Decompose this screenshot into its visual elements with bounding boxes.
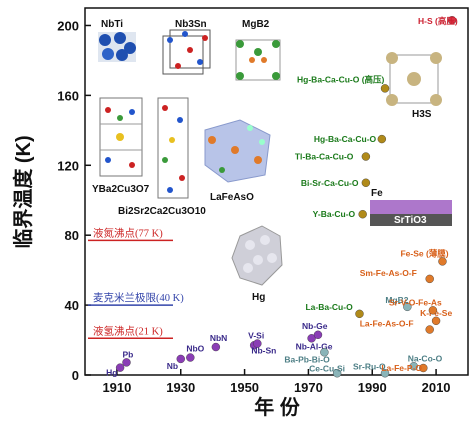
data-points: Hg Pb Nb NbO NbN V-Si Nb-Sn Nb-Al-Ge Nb-Ge Ba-Pb-… (106, 16, 458, 378)
x-tick-label: 2010 (422, 380, 451, 395)
y-tick-label: 120 (57, 158, 79, 173)
y-ticks: 0 40 80 120 160 200 (57, 18, 91, 383)
annotation-bscco: Bi2Sr2Ca2Cu3O10 (118, 206, 206, 217)
data-point-label: Nb-Sn (251, 346, 276, 356)
data-point-label: NbO (186, 344, 204, 354)
data-point (380, 84, 390, 93)
x-tick-label: 1910 (102, 380, 131, 395)
reference-lines: 液氮沸点(77 K) 麦克米兰极限(40 K) 液氢沸点(21 K) (88, 226, 184, 340)
data-point-label: Na-Co-O (408, 353, 443, 363)
data-point-label: Bi-Sr-Ca-Cu-O (301, 178, 359, 188)
data-point (361, 152, 371, 161)
annotation-h3s: H3S (412, 109, 432, 120)
data-point-label: K-Fe-Se (420, 308, 452, 318)
reference-line-label: 麦克米兰极限(40 K) (93, 291, 184, 304)
data-point-label: Tl-Ba-Ca-Cu-O (295, 152, 354, 162)
y-tick-label: 40 (65, 298, 79, 313)
x-tick-label: 1930 (166, 380, 195, 395)
data-point (186, 353, 195, 362)
structure-mgb2-illustration (235, 39, 281, 81)
annotation-hg: Hg (252, 292, 265, 303)
x-tick-label: 1990 (358, 380, 387, 395)
data-point-label: Hg (106, 368, 117, 378)
annotation-fe: Fe (371, 188, 383, 199)
annotation-mgb2: MgB2 (242, 19, 270, 30)
data-point-label: MgB2 (385, 295, 408, 305)
structure-bscco-illustration (157, 97, 189, 199)
data-point (377, 134, 387, 144)
data-point (355, 309, 364, 319)
structure-ybco-illustration (99, 97, 143, 177)
data-point-label: La-Fe-P-O (381, 363, 422, 373)
data-point-label: La-Ba-Cu-O (305, 302, 353, 312)
data-point (307, 334, 316, 343)
y-axis-label: 临界温度 (K) (11, 135, 35, 248)
data-point (358, 210, 367, 219)
data-point-label: Ba-Pb-Bi-O (284, 354, 330, 364)
annotation-nbti: NbTi (101, 19, 123, 30)
data-point-label: Nb-Al-Ge (296, 341, 333, 351)
x-axis-label: 年 份 (254, 395, 301, 419)
structure-h3s-illustration (386, 52, 442, 106)
data-point-label: Ce-Cu-Si (309, 363, 345, 373)
data-point (320, 348, 329, 357)
data-point (403, 302, 412, 312)
data-point (211, 342, 221, 352)
data-point-label: Hg-Ba-Ca-Cu-O (314, 134, 377, 144)
structure-nb3sn-illustration (162, 29, 211, 75)
data-point-label: Sm-Fe-As-O-F (360, 268, 417, 278)
structure-lafeaso-illustration (204, 119, 271, 183)
data-point-label: V-Si (248, 330, 264, 340)
data-point-label: NbN (210, 333, 227, 343)
data-point-label: Hg-Ba-Ca-Cu-O (高压) (297, 74, 385, 84)
data-point-label: Y-Ba-Cu-O (313, 209, 356, 219)
data-point (419, 363, 428, 373)
x-tick-label: 1970 (294, 380, 323, 395)
data-point-label: La-Fe-As-O-F (360, 319, 414, 329)
y-tick-label: 80 (65, 228, 79, 243)
annotation-nb3sn: Nb3Sn (175, 19, 207, 30)
plot-frame (84, 7, 469, 376)
data-point (115, 363, 125, 372)
data-point-label: Sr-Ru-O (353, 361, 386, 371)
data-point-label: Nb-Ge (302, 321, 328, 331)
data-point (409, 362, 418, 371)
data-point (313, 330, 323, 340)
x-ticks: 1910 1930 1950 1970 1990 2010 (102, 369, 451, 395)
structure-fese-film-illustration (370, 200, 452, 226)
data-point (425, 274, 434, 284)
y-tick-label: 0 (72, 368, 79, 383)
data-point (438, 257, 447, 266)
data-point-label: H-S (高压) (418, 16, 458, 26)
data-point-label: Fe-Se (薄膜) (400, 248, 448, 258)
annotation-ybco: YBa2Cu3O7 (92, 184, 150, 195)
data-point (122, 358, 131, 367)
data-point-label: Nb (167, 361, 178, 371)
reference-line-label: 液氮沸点(77 K) (93, 226, 163, 239)
data-point (431, 316, 441, 326)
x-tick-label: 1950 (230, 380, 259, 395)
y-tick-label: 200 (57, 18, 79, 33)
reference-line-label: 液氢沸点(21 K) (93, 324, 163, 337)
data-point-label: Pb (122, 349, 133, 359)
data-point (380, 369, 390, 378)
data-point (176, 354, 185, 364)
annotation-srtio3: SrTiO3 (394, 215, 427, 226)
data-point (425, 325, 434, 334)
annotation-lafeaso: LaFeAsO (210, 192, 254, 203)
data-point (332, 369, 342, 378)
y-tick-label: 160 (57, 88, 79, 103)
data-point (253, 339, 262, 348)
data-point (447, 16, 457, 25)
data-point (428, 306, 438, 315)
data-point-label: Sr-V-O-Fe-As (389, 297, 442, 307)
structure-nbti-illustration (98, 32, 136, 62)
structure-hg-illustration (231, 225, 283, 286)
data-point (361, 178, 371, 187)
